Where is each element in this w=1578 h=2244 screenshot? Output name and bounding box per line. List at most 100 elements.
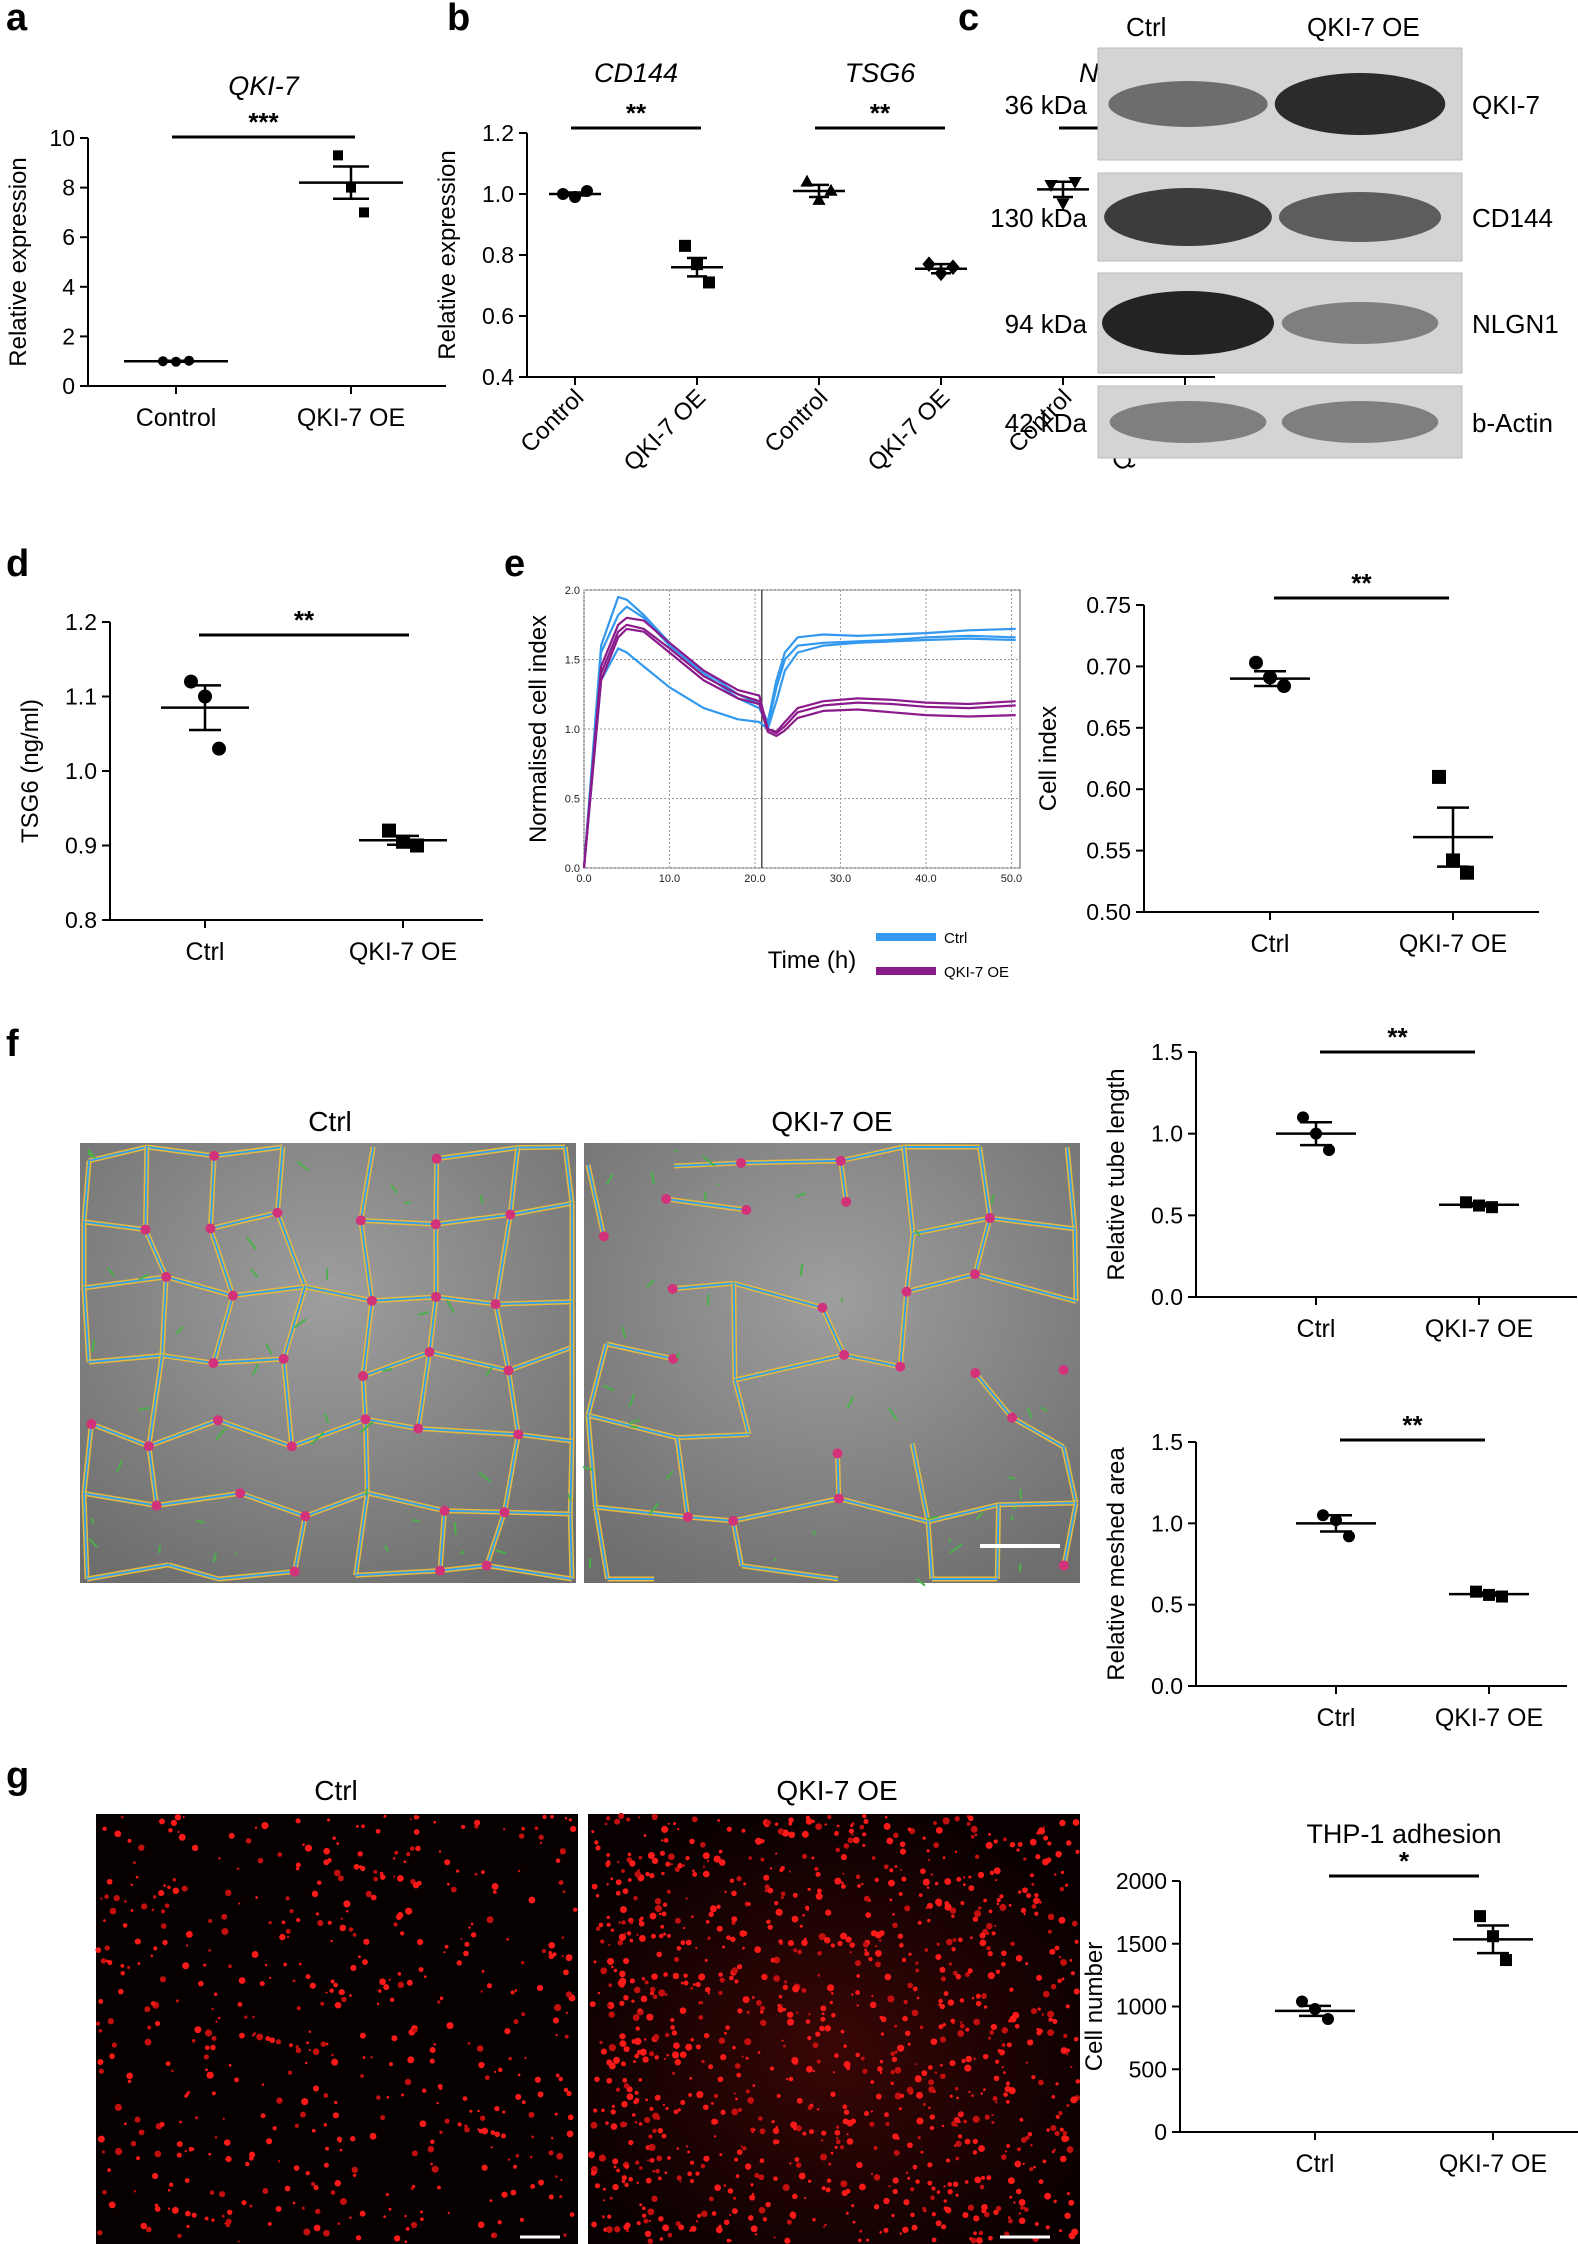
adherent-cell bbox=[957, 2134, 963, 2139]
adherent-cell bbox=[164, 1903, 170, 1909]
adherent-cell bbox=[939, 1966, 946, 1973]
adherent-cell bbox=[120, 1970, 125, 1976]
wb-band bbox=[1102, 291, 1274, 355]
adherent-cell bbox=[735, 2174, 740, 2178]
adherent-cell bbox=[713, 2135, 717, 2138]
adherent-cell bbox=[350, 2136, 356, 2142]
adherent-cell bbox=[607, 2214, 612, 2219]
adherent-cell bbox=[167, 2188, 171, 2192]
adherent-cell bbox=[203, 2054, 209, 2060]
tube-branch bbox=[1007, 1476, 1016, 1481]
adherent-cell bbox=[621, 1920, 626, 1925]
adherent-cell bbox=[556, 2152, 564, 2160]
adherent-cell bbox=[236, 1867, 240, 1870]
adherent-cell bbox=[394, 1850, 399, 1855]
adherent-cell bbox=[308, 2030, 312, 2033]
adherent-cell bbox=[353, 1863, 360, 1870]
tube-segment bbox=[213, 1357, 284, 1365]
adherent-cell bbox=[561, 1954, 564, 1958]
adherent-cell bbox=[789, 2162, 792, 2165]
significance-label: * bbox=[1399, 1846, 1410, 1876]
adherent-cell bbox=[412, 1882, 420, 1889]
adherent-cell bbox=[685, 2043, 693, 2051]
adherent-cell bbox=[323, 2093, 329, 2098]
adhesion-image-title-ctrl: Ctrl bbox=[314, 1775, 358, 1806]
adherent-cell bbox=[407, 2056, 415, 2064]
adherent-cell bbox=[621, 2100, 628, 2108]
adherent-cell bbox=[1066, 2146, 1074, 2153]
tube-segment bbox=[276, 1212, 307, 1288]
tube-node bbox=[741, 1205, 752, 1216]
data-point bbox=[1263, 670, 1277, 685]
adherent-cell bbox=[266, 2138, 273, 2145]
adherent-cell bbox=[870, 2110, 873, 2113]
adherent-cell bbox=[1030, 2144, 1033, 2147]
tube-segment bbox=[83, 1275, 167, 1289]
tube-segment bbox=[821, 1307, 845, 1356]
adherent-cell bbox=[415, 1845, 421, 1852]
tube-segment bbox=[927, 1503, 999, 1523]
tube-node bbox=[161, 1271, 172, 1282]
adherent-cell bbox=[697, 2213, 702, 2218]
adherent-cell bbox=[959, 2021, 963, 2024]
adherent-cell bbox=[107, 2168, 111, 2172]
y-axis-label: Relative expression bbox=[434, 150, 461, 359]
adherent-cell bbox=[643, 2037, 647, 2041]
adherent-cell bbox=[97, 2059, 104, 2066]
adherent-cell bbox=[879, 2231, 883, 2234]
adherent-cell bbox=[439, 1996, 444, 2001]
adherent-cell bbox=[160, 1923, 167, 1929]
adherent-cell bbox=[1047, 1913, 1055, 1921]
adherent-cell bbox=[550, 2136, 554, 2140]
adherent-cell bbox=[670, 2018, 675, 2023]
adherent-cell bbox=[362, 2056, 366, 2059]
adherent-cell bbox=[1068, 2199, 1075, 2206]
tube-segment bbox=[587, 1415, 597, 1508]
adherent-cell bbox=[524, 2056, 527, 2060]
adherent-cell bbox=[827, 1815, 832, 1820]
adherent-cell bbox=[1034, 2222, 1039, 2226]
adherent-cell bbox=[821, 2012, 825, 2016]
tube-segment bbox=[517, 1146, 566, 1149]
tube-branch bbox=[609, 1504, 612, 1508]
x-tick-label: Ctrl bbox=[1317, 1704, 1356, 1732]
x-tick-label: 0.0 bbox=[576, 873, 591, 885]
adherent-cell bbox=[656, 2155, 663, 2162]
adherent-cell bbox=[821, 2139, 824, 2142]
adherent-cell bbox=[883, 2197, 890, 2205]
adherent-cell bbox=[650, 1991, 654, 1996]
tube-node bbox=[839, 1349, 850, 1360]
adherent-cell bbox=[891, 2213, 895, 2218]
adherent-cell bbox=[130, 1909, 134, 1912]
adherent-cell bbox=[295, 1866, 300, 1871]
tube-node bbox=[841, 1196, 852, 1207]
adherent-cell bbox=[967, 2204, 974, 2211]
adherent-cell bbox=[902, 2015, 908, 2022]
adherent-cell bbox=[410, 2186, 414, 2190]
adherent-cell bbox=[109, 2053, 115, 2059]
tube-segment bbox=[239, 1492, 306, 1518]
adherent-cell bbox=[709, 1905, 717, 1913]
adherent-cell bbox=[750, 2225, 758, 2233]
adherent-cell bbox=[638, 2078, 643, 2082]
adherent-cell bbox=[807, 1887, 811, 1891]
tube-node bbox=[895, 1361, 906, 1372]
adherent-cell bbox=[989, 2030, 995, 2035]
adherent-cell bbox=[1071, 2228, 1079, 2236]
adherent-cell bbox=[517, 1869, 521, 1873]
adherent-cell bbox=[491, 2234, 494, 2237]
adherent-cell bbox=[590, 2121, 598, 2129]
adherent-cell bbox=[1001, 1961, 1006, 1967]
adherent-cell bbox=[1050, 2125, 1057, 2132]
tube-branch bbox=[323, 1413, 330, 1424]
adherent-cell bbox=[724, 1890, 727, 1894]
adherent-cell bbox=[661, 1871, 665, 1876]
adherent-cell bbox=[880, 2032, 885, 2036]
tube-branch bbox=[485, 1366, 493, 1377]
tube-segment bbox=[504, 1511, 571, 1516]
wb-lane-label-qki7-oe: QKI-7 OE bbox=[1307, 12, 1420, 42]
adherent-cell bbox=[751, 1996, 755, 1999]
adherent-cell bbox=[986, 1931, 990, 1936]
adherent-cell bbox=[862, 2068, 868, 2074]
